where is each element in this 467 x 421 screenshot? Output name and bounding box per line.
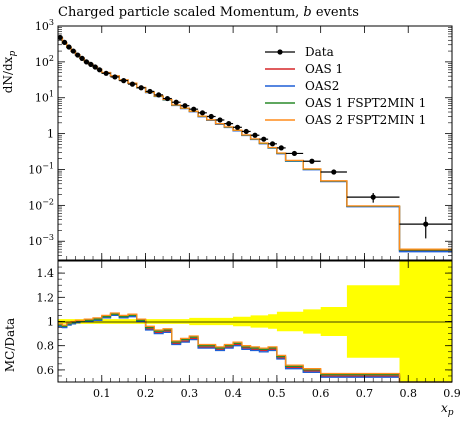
mc-histogram: [58, 37, 452, 252]
data-point: [66, 44, 72, 50]
legend-label: OAS 1 FSPT2MIN 1: [305, 96, 426, 110]
data-point: [217, 117, 223, 123]
data-point: [75, 52, 81, 58]
data-point: [309, 158, 315, 164]
ratio-y-tick-label: 1: [47, 316, 54, 329]
data-point: [61, 39, 68, 45]
data-point: [173, 99, 179, 105]
data-point: [243, 128, 249, 135]
data-point: [147, 88, 153, 95]
main-y-tick-label: 1: [47, 128, 54, 141]
data-point: [156, 92, 162, 98]
data-point: [291, 150, 297, 157]
legend-label: OAS 2 FSPT2MIN 1: [305, 113, 426, 127]
main-y-tick-label: 101: [35, 90, 54, 105]
data-point: [121, 78, 127, 84]
chart-title: Charged particle scaled Momentum, b even…: [58, 5, 359, 20]
data-point: [164, 95, 171, 102]
ratio-y-tick-label: 1.4: [37, 267, 55, 280]
ratio-y-label: MC/Data: [3, 318, 17, 372]
main-y-tick-label: 10−2: [28, 197, 54, 212]
data-point: [261, 136, 267, 142]
legend-data-label: Data: [305, 45, 334, 59]
data-point: [83, 59, 90, 65]
data-point: [191, 106, 197, 112]
x-tick-label: 0.7: [356, 387, 374, 400]
data-point: [370, 194, 376, 200]
legend: Data OAS 1 OAS2 OAS 1 FSPT2MIN 1 OAS 2 FSPT2…: [265, 45, 426, 127]
data-point: [138, 85, 144, 91]
data-point: [112, 74, 118, 80]
main-y-label: dN/dxp: [1, 51, 18, 94]
main-frame: [57, 25, 453, 261]
x-tick-label: 0.6: [312, 387, 330, 400]
data-point: [70, 48, 76, 54]
title-end: events: [316, 5, 359, 20]
data-point: [269, 141, 276, 147]
legend-data-marker: [277, 49, 283, 55]
data-point: [208, 113, 214, 120]
data-point: [226, 121, 232, 127]
x-tick-label: 0.4: [224, 387, 242, 400]
data-point: [278, 145, 284, 151]
main-y-tick-label: 10−1: [28, 161, 54, 176]
ratio-y-tick-label: 0.6: [37, 364, 55, 377]
legend-label: OAS 1: [305, 62, 343, 76]
title-italic: b: [303, 5, 311, 20]
data-point: [96, 67, 103, 73]
x-tick-label: 0.1: [93, 387, 111, 400]
x-tick-label: 0.3: [181, 387, 199, 400]
data-point: [79, 55, 85, 61]
data-point: [92, 64, 98, 70]
data-point: [88, 61, 94, 68]
data-point: [199, 110, 206, 116]
data-uncertainty-band: [58, 261, 452, 382]
data-point: [182, 103, 188, 109]
x-tick-label: 0.8: [399, 387, 417, 400]
x-axis-label: xp: [441, 401, 454, 418]
x-tick-label: 0.9: [443, 387, 461, 400]
mc-histogram: [58, 37, 452, 253]
x-tick-label: 0.2: [137, 387, 155, 400]
data-point: [331, 169, 337, 175]
ratio-y-tick-label: 1.2: [37, 291, 55, 304]
ratio-histogram: [58, 312, 452, 383]
data-point: [57, 34, 63, 41]
mc-histogram: [58, 37, 452, 250]
data-point: [234, 124, 241, 130]
legend-label: OAS2: [305, 79, 339, 93]
ratio-y-tick-label: 0.8: [37, 340, 55, 353]
data-point: [423, 221, 429, 227]
data-point: [103, 70, 109, 76]
data-point: [252, 132, 258, 138]
main-y-tick-label: 103: [35, 18, 54, 33]
title-text: Charged particle scaled Momentum,: [58, 5, 299, 20]
x-tick-label: 0.5: [268, 387, 286, 400]
mc-histogram: [58, 37, 452, 251]
main-y-tick-label: 10−3: [28, 233, 54, 248]
data-point: [129, 81, 136, 87]
ratio-panel: 0.6 0.8 1 1.2 1.4 0.1 0.2 0.3 0.4 0.5 0.6 0.7 0.8 0.9…: [3, 260, 461, 418]
main-panel: 103 102 101 1 10−1 10−2 10−3 dN/dxp Data OAS 1 O…: [1, 18, 453, 261]
main-y-tick-label: 102: [35, 54, 54, 69]
